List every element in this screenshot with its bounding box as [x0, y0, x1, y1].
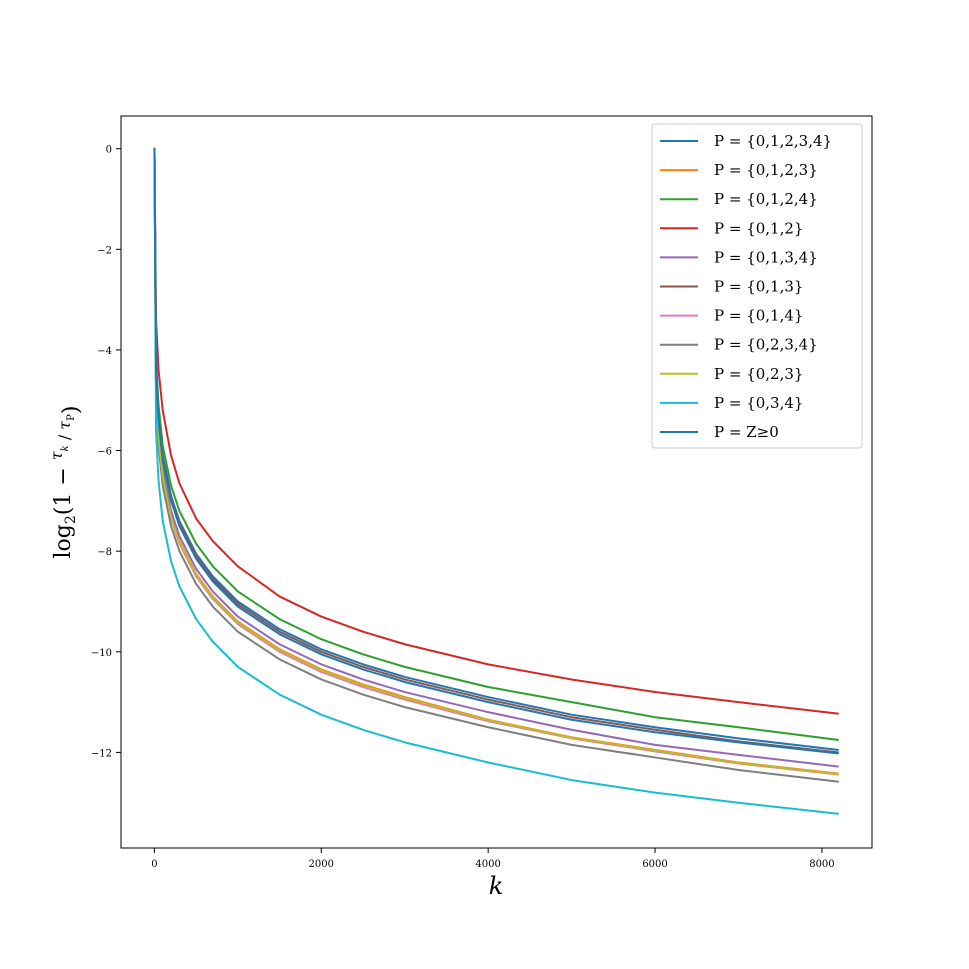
x-tick-label: 6000: [642, 859, 667, 870]
ticks-layer: 0 2000 4000 6000 8000 0 −2 −4 −6 −8 −10 −12: [91, 145, 835, 870]
legend-entry-label: P = {0,1,4}: [714, 307, 803, 325]
legend-box: [651, 123, 863, 449]
svg-text:log2(1 − τk / τP): log2(1 − τk / τP): [47, 406, 84, 559]
legend-entry-label: P = {0,1,2,3}: [714, 161, 818, 179]
x-tick-label: 2000: [309, 859, 334, 870]
y-tick-label: −8: [97, 547, 112, 558]
x-tick-label: 0: [151, 859, 157, 870]
series-line-8: [153, 147, 839, 783]
y-tick-label: −4: [97, 346, 112, 357]
legend-entry-label: P = {0,1,2,4}: [714, 190, 818, 208]
series-line-3: [153, 147, 839, 741]
y-tick-label: 0: [106, 145, 112, 156]
y-tick-label: −10: [91, 648, 112, 659]
series-layer: [153, 147, 839, 815]
legend-entry-label: P = {0,1,2}: [714, 219, 803, 237]
y-axis-label: log2(1 − τk / τP): [47, 406, 84, 559]
legend-entry-label: P = {0,1,2,3,4}: [714, 132, 832, 150]
legend-entry-label: P = {0,3,4}: [714, 394, 803, 412]
legend-entry-label: P = {0,1,3}: [714, 278, 803, 296]
legend-entry-label: P = Z≥0: [714, 423, 779, 441]
series-line-9: [153, 147, 839, 776]
y-tick-label: −2: [97, 245, 112, 256]
legend-entry-label: P = {0,2,3,4}: [714, 336, 818, 354]
x-axis-label: k: [489, 872, 504, 900]
series-line-4: [153, 147, 839, 715]
y-tick-label: −6: [97, 447, 112, 458]
plot-frame: [120, 115, 873, 849]
legend: P = {0,1,2,3,4} P = {0,1,2,3} P = {0,1,2,4…: [651, 123, 863, 449]
series-line-10: [153, 147, 839, 815]
y-tick-label: −12: [91, 748, 112, 759]
legend-entry-label: P = {0,2,3}: [714, 365, 803, 383]
legend-entry-label: P = {0,1,3,4}: [714, 248, 818, 266]
series-line-11: [153, 147, 839, 755]
x-tick-label: 8000: [809, 859, 834, 870]
x-tick-label: 4000: [475, 859, 500, 870]
